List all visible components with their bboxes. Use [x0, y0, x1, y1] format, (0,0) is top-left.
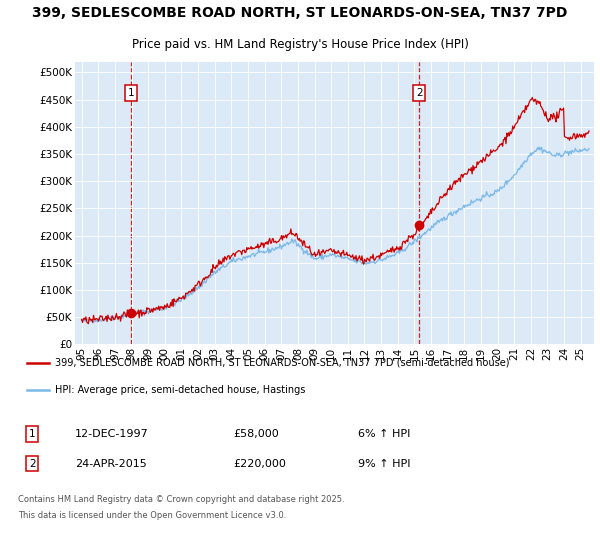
Text: 399, SEDLESCOMBE ROAD NORTH, ST LEONARDS-ON-SEA, TN37 7PD: 399, SEDLESCOMBE ROAD NORTH, ST LEONARDS… — [32, 6, 568, 20]
Text: £58,000: £58,000 — [233, 429, 279, 439]
Text: 2: 2 — [29, 459, 35, 469]
Text: Price paid vs. HM Land Registry's House Price Index (HPI): Price paid vs. HM Land Registry's House … — [131, 38, 469, 50]
Text: 24-APR-2015: 24-APR-2015 — [75, 459, 146, 469]
Text: This data is licensed under the Open Government Licence v3.0.: This data is licensed under the Open Gov… — [18, 511, 286, 520]
Text: 6% ↑ HPI: 6% ↑ HPI — [358, 429, 410, 439]
Text: HPI: Average price, semi-detached house, Hastings: HPI: Average price, semi-detached house,… — [55, 385, 305, 395]
Text: 9% ↑ HPI: 9% ↑ HPI — [358, 459, 410, 469]
Text: 12-DEC-1997: 12-DEC-1997 — [75, 429, 148, 439]
Text: £220,000: £220,000 — [233, 459, 286, 469]
Text: 1: 1 — [128, 88, 134, 98]
Text: 399, SEDLESCOMBE ROAD NORTH, ST LEONARDS-ON-SEA, TN37 7PD (semi-detached house): 399, SEDLESCOMBE ROAD NORTH, ST LEONARDS… — [55, 358, 509, 368]
Text: 1: 1 — [29, 429, 35, 439]
Text: Contains HM Land Registry data © Crown copyright and database right 2025.: Contains HM Land Registry data © Crown c… — [18, 495, 344, 504]
Text: 2: 2 — [416, 88, 422, 98]
